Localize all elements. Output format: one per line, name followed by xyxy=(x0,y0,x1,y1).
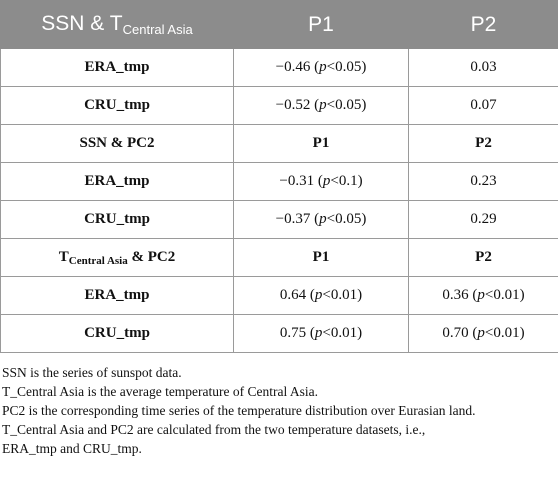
p1-cell: 0.64 (p<0.01) xyxy=(233,276,409,315)
table-row: ERA_tmp −0.46 (p<0.05) 0.03 xyxy=(0,48,558,87)
table-header-row: SSN & TCentral Asia P1 P2 xyxy=(0,0,558,49)
table-row: CRU_tmp 0.75 (p<0.01) 0.70 (p<0.01) xyxy=(0,314,558,353)
table-row: CRU_tmp −0.52 (p<0.05) 0.07 xyxy=(0,86,558,125)
section-header-label: SSN & PC2 xyxy=(0,124,234,163)
p2-cell: 0.29 xyxy=(408,200,558,239)
p2-cell: 0.36 (p<0.01) xyxy=(408,276,558,315)
section-header-row: SSN & PC2 P1 P2 xyxy=(0,124,558,163)
table-row: ERA_tmp −0.31 (p<0.1) 0.23 xyxy=(0,162,558,201)
p1-cell: 0.75 (p<0.01) xyxy=(233,314,409,353)
row-label: CRU_tmp xyxy=(0,86,234,125)
section-header-p1: P1 xyxy=(233,238,409,277)
p1-cell: −0.52 (p<0.05) xyxy=(233,86,409,125)
header-col1: SSN & TCentral Asia xyxy=(0,0,234,49)
footnote: T_Central Asia and PC2 are calculated fr… xyxy=(2,422,426,437)
table-footnotes: SSN is the series of sunspot data. T_Cen… xyxy=(0,353,558,458)
row-label: CRU_tmp xyxy=(0,314,234,353)
footnote: SSN is the series of sunspot data. xyxy=(2,365,182,380)
section-header-p1: P1 xyxy=(233,124,409,163)
section-header-row: TCentral Asia & PC2 P1 P2 xyxy=(0,238,558,277)
row-label: ERA_tmp xyxy=(0,276,234,315)
table-row: ERA_tmp 0.64 (p<0.01) 0.36 (p<0.01) xyxy=(0,276,558,315)
p2-cell: 0.70 (p<0.01) xyxy=(408,314,558,353)
p2-cell: 0.07 xyxy=(408,86,558,125)
footnote: T_Central Asia is the average temperatur… xyxy=(2,384,319,399)
footnote: ERA_tmp and CRU_tmp. xyxy=(2,441,142,456)
p1-cell: −0.37 (p<0.05) xyxy=(233,200,409,239)
footnote: PC2 is the corresponding time series of … xyxy=(2,403,476,418)
p2-cell: 0.03 xyxy=(408,48,558,87)
p1-cell: −0.46 (p<0.05) xyxy=(233,48,409,87)
header-col2: P1 xyxy=(233,0,409,49)
correlation-table: SSN & TCentral Asia P1 P2 ERA_tmp −0.46 … xyxy=(0,0,558,353)
row-label: ERA_tmp xyxy=(0,162,234,201)
header-col3: P2 xyxy=(408,0,558,49)
table-row: CRU_tmp −0.37 (p<0.05) 0.29 xyxy=(0,200,558,239)
row-label: CRU_tmp xyxy=(0,200,234,239)
section-header-p2: P2 xyxy=(408,238,558,277)
p1-cell: −0.31 (p<0.1) xyxy=(233,162,409,201)
section-header-p2: P2 xyxy=(408,124,558,163)
section-header-label: TCentral Asia & PC2 xyxy=(0,238,234,277)
p2-cell: 0.23 xyxy=(408,162,558,201)
row-label: ERA_tmp xyxy=(0,48,234,87)
